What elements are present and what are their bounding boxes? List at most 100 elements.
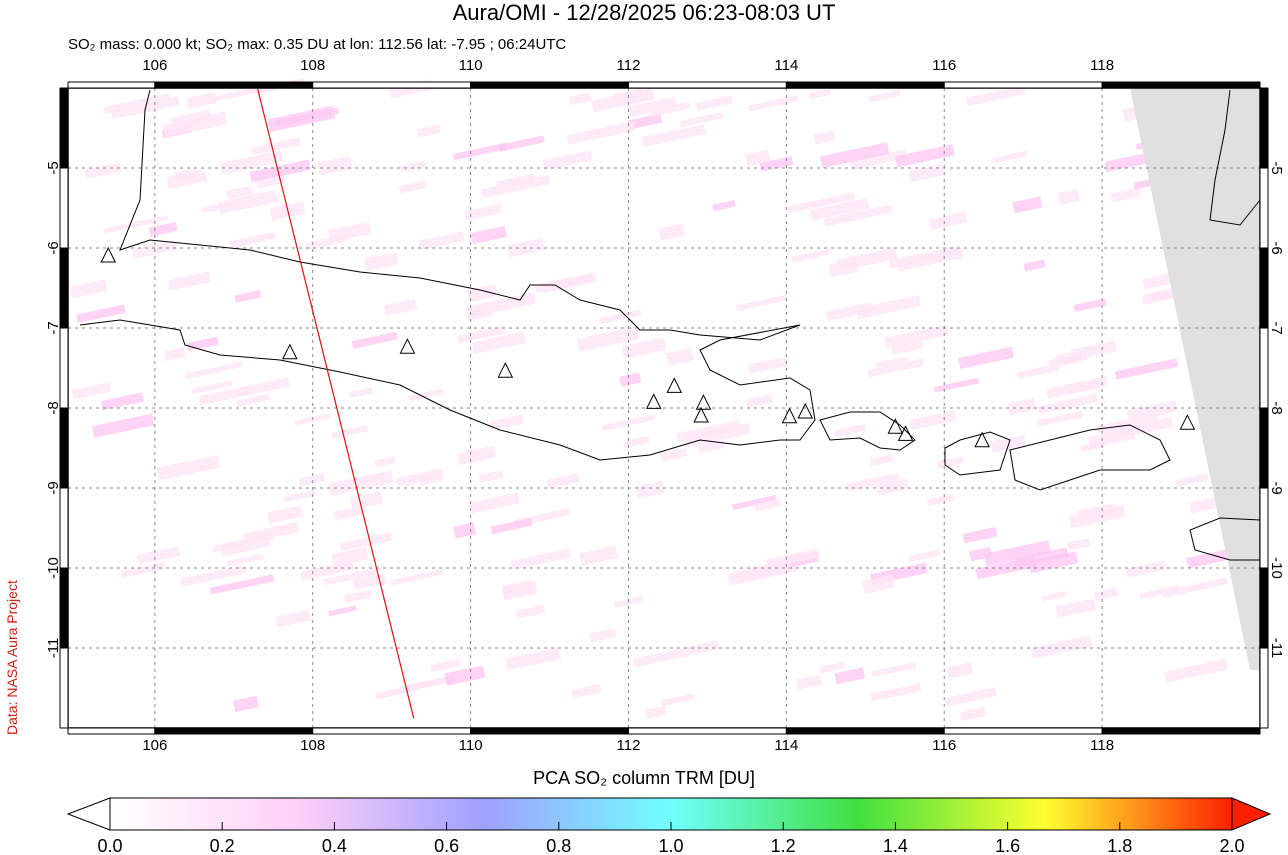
so2-pixel bbox=[416, 124, 441, 138]
lat-tick-label: -7 bbox=[45, 321, 62, 334]
so2-pixel bbox=[198, 385, 253, 406]
so2-pixel bbox=[186, 92, 217, 109]
so2-pixel bbox=[148, 221, 178, 237]
so2-pixel bbox=[1189, 497, 1219, 514]
so2-pixel bbox=[348, 387, 373, 399]
colorbar-max-arrow bbox=[1231, 797, 1272, 831]
so2-pixel bbox=[250, 137, 301, 156]
so2-pixel bbox=[875, 478, 909, 496]
frame-scale-bar bbox=[470, 81, 629, 89]
so2-pixel bbox=[235, 393, 270, 407]
so2-pixel bbox=[398, 180, 427, 194]
colorbar-tick-label: 0.4 bbox=[322, 836, 347, 855]
so2-pixel bbox=[683, 422, 751, 448]
so2-pixel bbox=[1046, 376, 1108, 399]
lon-tick-label: 106 bbox=[142, 737, 167, 754]
frame-scale-bar bbox=[67, 81, 156, 89]
so2-pixel bbox=[331, 546, 369, 567]
so2-pixel bbox=[375, 684, 419, 700]
so2-pixel bbox=[871, 662, 917, 678]
so2-pixel bbox=[515, 605, 546, 619]
so2-pixel bbox=[136, 546, 181, 565]
lat-tick-label: -6 bbox=[1268, 241, 1285, 254]
so2-pixel bbox=[545, 473, 580, 489]
so2-pixel bbox=[511, 548, 571, 570]
lat-tick-label: -6 bbox=[45, 241, 62, 254]
so2-pixel bbox=[1066, 538, 1091, 551]
so2-pixel bbox=[456, 325, 507, 344]
frame-scale-bar bbox=[1101, 727, 1261, 735]
so2-pixel bbox=[627, 113, 663, 130]
so2-pixel bbox=[417, 231, 465, 251]
so2-pixel bbox=[352, 573, 387, 590]
so2-pixel bbox=[234, 289, 262, 303]
lat-tick-label: -8 bbox=[45, 401, 62, 414]
frame-scale-bar bbox=[1259, 647, 1269, 729]
so2-pixel bbox=[100, 392, 144, 411]
so2-pixel bbox=[975, 556, 1037, 580]
coastline-sumbawa bbox=[1009, 424, 1171, 491]
so2-pixel bbox=[867, 358, 925, 378]
frame-scale-bar bbox=[785, 727, 945, 735]
lon-tick-label: 116 bbox=[932, 737, 956, 754]
so2-pixel bbox=[936, 456, 965, 469]
so2-pixel bbox=[1055, 598, 1097, 618]
so2-pixel bbox=[374, 456, 396, 467]
so2-pixel bbox=[453, 522, 477, 539]
so2-pixel bbox=[208, 85, 269, 103]
so2-pixel bbox=[1023, 259, 1046, 272]
so2-pixel bbox=[180, 565, 247, 587]
volcano-marker bbox=[282, 343, 298, 360]
so2-pixel bbox=[274, 107, 339, 127]
frame-scale-bar bbox=[1259, 567, 1269, 649]
lon-tick-label: 108 bbox=[300, 57, 325, 74]
so2-pixel bbox=[282, 489, 316, 503]
lat-tick-label: -10 bbox=[45, 557, 62, 579]
so2-pixel bbox=[507, 237, 545, 258]
lon-tick-label: 108 bbox=[300, 737, 325, 754]
so2-pixel bbox=[470, 225, 508, 245]
colorbar-tick-label: 1.2 bbox=[771, 836, 796, 855]
so2-pixel bbox=[1047, 352, 1088, 366]
so2-pixel bbox=[232, 695, 259, 713]
colorbar-tick-label: 1.6 bbox=[995, 836, 1020, 855]
so2-pixel bbox=[1138, 585, 1180, 600]
frame-scale-bar bbox=[470, 727, 629, 735]
so2-pixel bbox=[845, 472, 900, 492]
so2-pixel bbox=[305, 234, 347, 251]
so2-pixel bbox=[766, 548, 820, 569]
so2-pixel bbox=[909, 410, 957, 430]
lon-tick-label: 110 bbox=[459, 57, 483, 74]
frame-scale-bar bbox=[627, 81, 787, 89]
so2-pixel bbox=[813, 130, 836, 145]
so2-pixel bbox=[665, 348, 694, 366]
so2-pixel bbox=[712, 199, 736, 212]
so2-pixel bbox=[457, 445, 497, 465]
so2-pixel bbox=[70, 279, 108, 299]
lat-tick-label: -9 bbox=[1268, 481, 1285, 494]
so2-pixel bbox=[947, 662, 974, 679]
so2-pixel bbox=[219, 150, 284, 175]
frame-scale-bar bbox=[785, 81, 945, 89]
so2-pixel bbox=[855, 295, 921, 320]
so2-pixel bbox=[888, 245, 959, 269]
so2-pixel bbox=[927, 493, 955, 506]
so2-pixel bbox=[644, 706, 667, 719]
so2-pixel bbox=[75, 304, 126, 324]
so2-pixel bbox=[1164, 658, 1229, 683]
so2-pixel bbox=[957, 346, 1015, 370]
so2-pixel bbox=[659, 447, 688, 462]
so2-pixel bbox=[1125, 560, 1167, 578]
so2-pixel bbox=[466, 292, 537, 318]
frame-scale-bar bbox=[627, 727, 787, 735]
so2-pixel bbox=[498, 135, 545, 152]
so2-pixel bbox=[469, 492, 520, 514]
so2-pixel bbox=[1017, 363, 1060, 379]
so2-pixel bbox=[471, 331, 526, 355]
lat-tick-label: -11 bbox=[45, 638, 62, 659]
so2-pixel bbox=[1088, 427, 1136, 448]
so2-pixel bbox=[162, 111, 228, 138]
colorbar-min-arrow bbox=[66, 797, 111, 831]
frame-scale-bar bbox=[59, 647, 69, 729]
so2-pixel bbox=[650, 101, 691, 117]
